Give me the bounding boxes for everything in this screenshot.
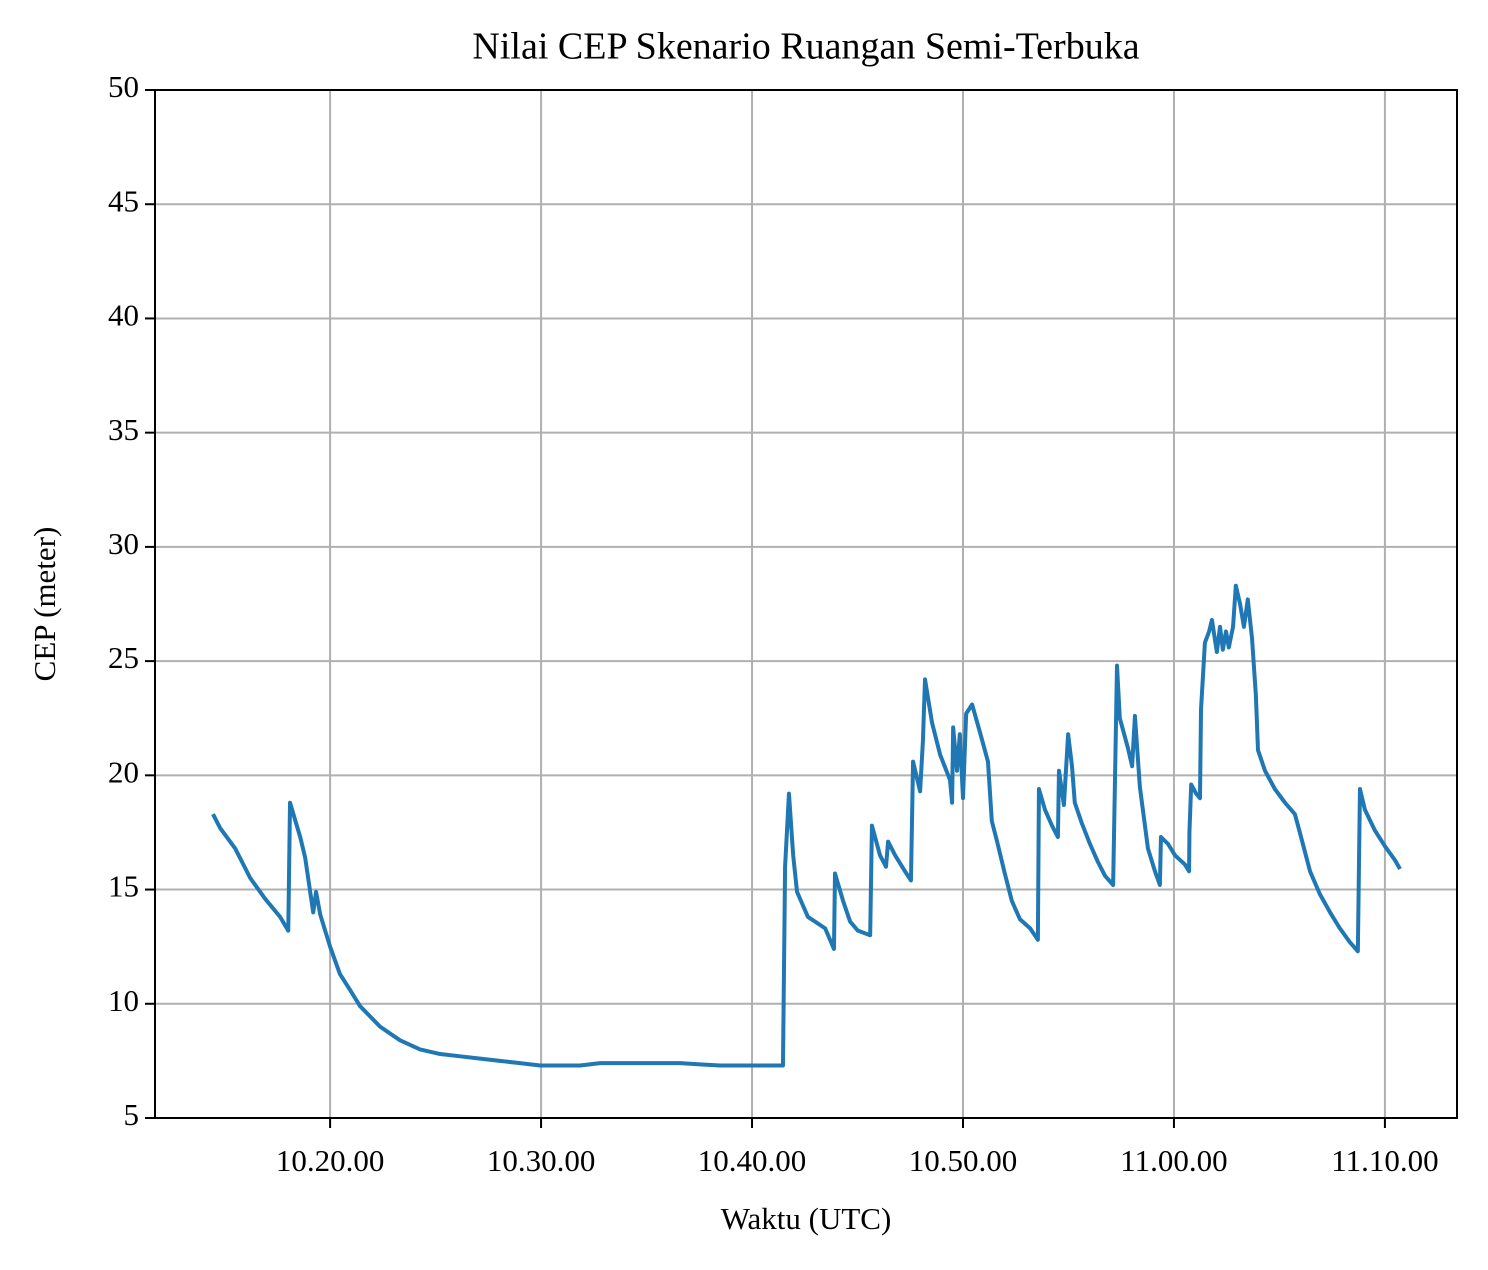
y-tick-label: 30	[108, 526, 139, 561]
x-tick-label: 10.20.00	[276, 1143, 385, 1178]
x-axis-label: Waktu (UTC)	[721, 1201, 892, 1236]
y-tick-label: 25	[108, 640, 139, 675]
y-tick-label: 10	[108, 983, 139, 1018]
x-tick-label: 10.30.00	[487, 1143, 596, 1178]
y-tick-label: 40	[108, 298, 139, 333]
y-tick-label: 50	[108, 69, 139, 104]
x-tick-label: 11.00.00	[1120, 1143, 1227, 1178]
y-tick-label: 20	[108, 754, 139, 789]
data-line	[211, 583, 1402, 1068]
x-tick-label: 11.10.00	[1331, 1143, 1438, 1178]
chart-title: Nilai CEP Skenario Ruangan Semi-Terbuka	[472, 26, 1139, 68]
y-tick-label: 35	[108, 412, 139, 447]
x-tick-label: 10.50.00	[909, 1143, 1018, 1178]
y-tick-label: 15	[108, 869, 139, 904]
y-tick-label: 5	[124, 1097, 140, 1132]
y-tick-label: 45	[108, 183, 139, 218]
x-tick-label: 10.40.00	[698, 1143, 807, 1178]
y-axis-label: CEP (meter)	[27, 527, 62, 682]
plot-frame	[154, 89, 1458, 1119]
